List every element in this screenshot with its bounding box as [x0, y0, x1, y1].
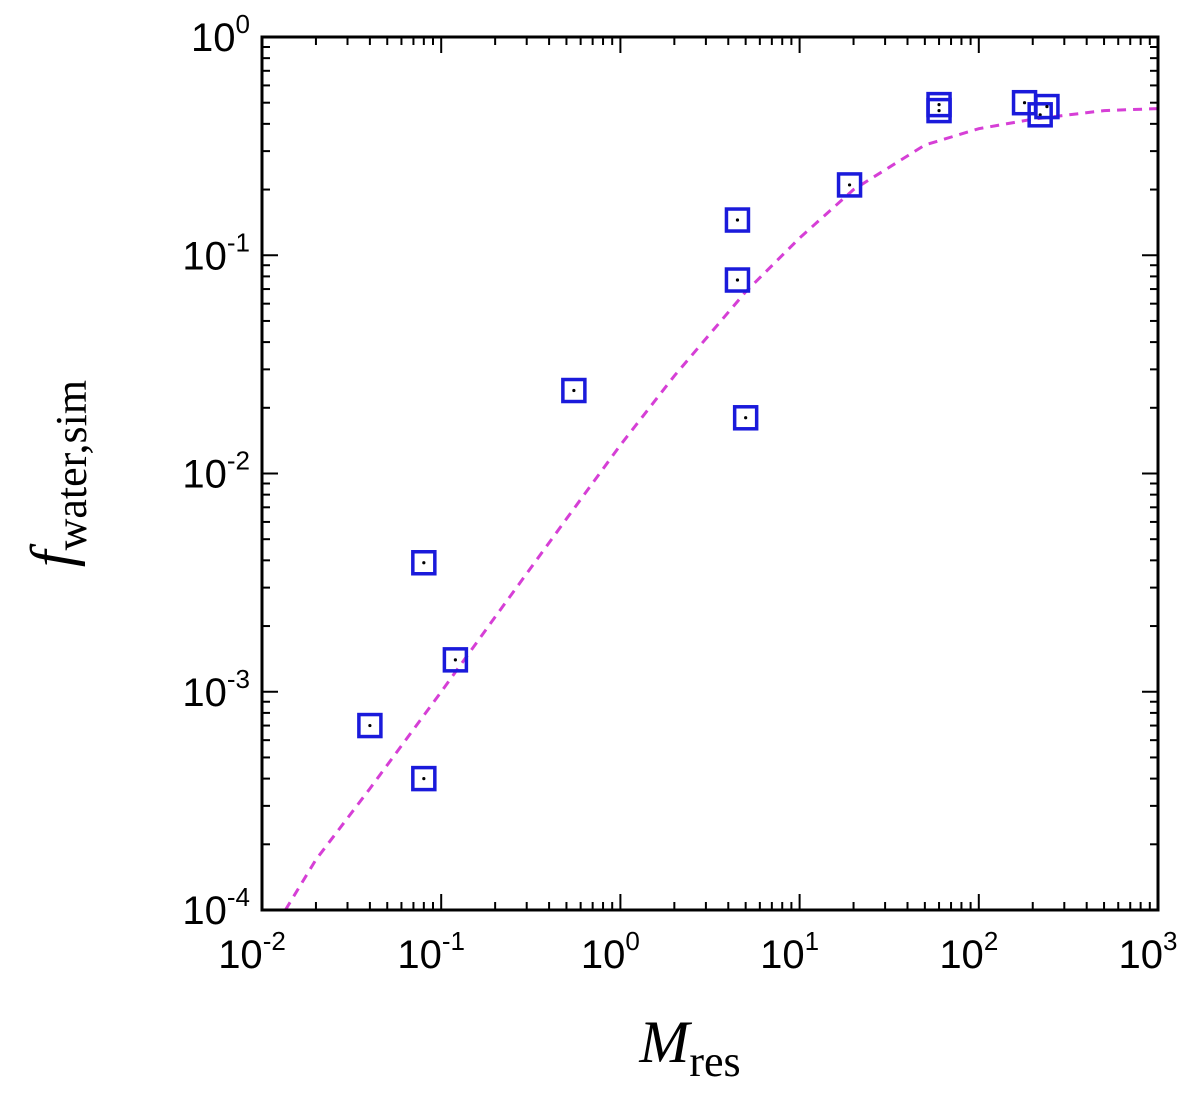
- data-point-center: [1045, 104, 1049, 109]
- y-tick-label: 100: [191, 9, 250, 60]
- data-point-center: [744, 416, 748, 420]
- data-point-square: [442, 647, 469, 673]
- data-point-square: [732, 405, 759, 431]
- x-tick-label: 103: [1119, 926, 1178, 977]
- data-point-center: [847, 183, 852, 187]
- x-axis-title-main: M: [638, 1009, 692, 1075]
- data-point-square: [357, 712, 383, 739]
- data-point-square: [1027, 102, 1053, 128]
- y-axis-title: fwater,sim: [19, 380, 96, 567]
- data-point-square: [836, 172, 863, 198]
- data-point-square: [926, 97, 952, 124]
- data-point-center: [735, 278, 740, 282]
- data-point-square: [724, 207, 751, 233]
- plot-frame: [260, 35, 1160, 912]
- y-axis-title-sub: water,sim: [47, 380, 96, 551]
- x-tick-label: 102: [939, 926, 998, 977]
- data-point-center: [422, 561, 426, 565]
- y-tick-label: 10-4: [182, 882, 250, 933]
- ticks-layer: [261, 36, 1159, 911]
- data-point-center: [368, 723, 372, 728]
- x-tick-label: 10-1: [397, 926, 465, 977]
- data-point-center: [1038, 113, 1042, 117]
- x-tick-label: 100: [581, 926, 640, 977]
- y-tick-label: 10-3: [182, 664, 250, 715]
- y-tick-labels: 10-4 10-3 10-2 10-1 100: [182, 9, 250, 933]
- data-point-square: [411, 550, 437, 576]
- x-tick-labels: 10-2 10-1 100 101 102 103: [218, 926, 1177, 977]
- fit-curve: [284, 107, 1158, 910]
- data-point-center: [735, 218, 740, 222]
- data-point-center: [422, 777, 426, 781]
- x-axis-title: Mres: [638, 1009, 740, 1086]
- x-tick-label: 101: [760, 926, 819, 977]
- data-point-square: [561, 377, 587, 404]
- fit-curve-layer: [284, 107, 1158, 910]
- y-tick-label: 10-2: [182, 446, 250, 497]
- data-point-center: [937, 109, 941, 113]
- data-point-center: [453, 658, 457, 662]
- data-point-square: [1034, 93, 1060, 120]
- data-point-square: [411, 765, 437, 792]
- data-point-center: [937, 103, 941, 107]
- data-point-square: [724, 267, 751, 293]
- x-axis-title-sub: res: [689, 1037, 740, 1086]
- y-tick-label: 10-1: [182, 227, 250, 278]
- x-tick-label: 10-2: [218, 926, 286, 977]
- data-point-center: [1022, 101, 1027, 105]
- data-points-layer: [357, 89, 1060, 792]
- data-point-center: [572, 388, 576, 393]
